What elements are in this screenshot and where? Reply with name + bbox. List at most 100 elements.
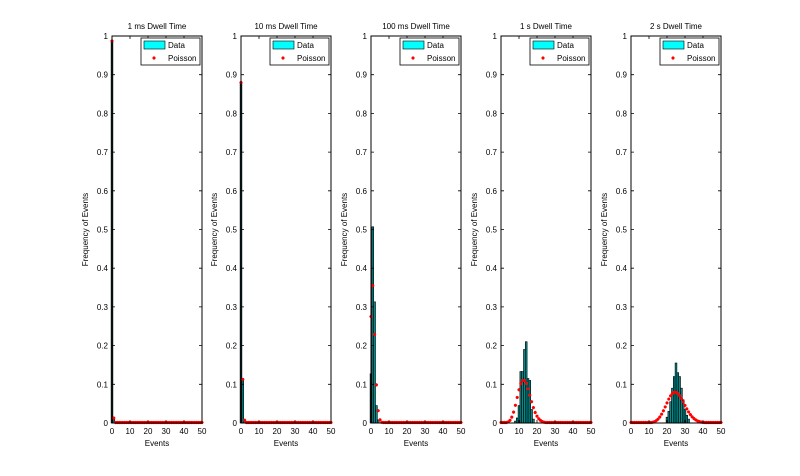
y-tick-label: 0.4 bbox=[356, 264, 368, 273]
y-tick-label: 0.3 bbox=[616, 303, 628, 312]
poisson-marker bbox=[243, 418, 247, 422]
poisson-marker bbox=[517, 388, 521, 392]
y-tick-label: 0.6 bbox=[226, 187, 238, 196]
x-axis-label: Events bbox=[534, 439, 558, 448]
legend-label-data: Data bbox=[297, 41, 314, 50]
x-tick-label: 20 bbox=[403, 427, 412, 436]
plot-area bbox=[241, 36, 331, 423]
poisson-marker bbox=[371, 283, 375, 288]
x-tick-label: 20 bbox=[533, 427, 542, 436]
poisson-marker bbox=[665, 401, 669, 405]
poisson-marker bbox=[522, 378, 526, 383]
data-bar bbox=[241, 378, 244, 424]
poisson-marker bbox=[683, 403, 687, 408]
x-tick-label: 10 bbox=[385, 427, 394, 436]
poisson-marker bbox=[667, 397, 671, 401]
y-tick-label: 0.8 bbox=[356, 109, 368, 118]
poisson-marker bbox=[539, 418, 543, 423]
poisson-marker bbox=[521, 378, 525, 383]
poisson-marker bbox=[663, 405, 667, 409]
y-tick-label: 1 bbox=[104, 32, 109, 41]
y-tick-label: 0.1 bbox=[486, 380, 498, 389]
poisson-marker bbox=[373, 332, 377, 336]
poisson-marker bbox=[524, 381, 528, 386]
y-tick-label: 0.4 bbox=[226, 264, 238, 273]
y-tick-label: 0.6 bbox=[97, 187, 109, 196]
poisson-marker bbox=[537, 417, 541, 421]
legend-box bbox=[399, 37, 460, 66]
poisson-marker bbox=[530, 400, 534, 404]
poisson-marker bbox=[528, 393, 532, 397]
poisson-marker bbox=[519, 382, 523, 386]
y-tick-label: 0.5 bbox=[616, 226, 628, 235]
poisson-marker bbox=[670, 391, 674, 396]
poisson-marker bbox=[681, 400, 685, 404]
poisson-marker bbox=[533, 410, 537, 415]
x-tick-label: 0 bbox=[369, 427, 374, 436]
poisson-marker bbox=[694, 418, 698, 422]
legend-label-poisson: Poisson bbox=[687, 54, 715, 63]
poisson-marker bbox=[685, 407, 689, 411]
legend-label-poisson: Poisson bbox=[168, 54, 196, 63]
subplot-2: 00.10.20.30.40.50.60.70.80.910 10 20 30 40 50… bbox=[210, 22, 336, 448]
x-tick-label: 30 bbox=[291, 427, 300, 436]
subplot-5: 00.10.20.30.40.50.60.70.80.910 10 20 30 40 50… bbox=[600, 22, 726, 448]
legend-label-poisson: Poisson bbox=[427, 54, 455, 63]
y-tick-label: 0.7 bbox=[616, 148, 628, 157]
poisson-marker bbox=[679, 396, 683, 401]
poisson-marker bbox=[658, 415, 662, 419]
y-tick-label: 0.1 bbox=[616, 380, 628, 389]
x-axis-label: Events bbox=[664, 439, 688, 448]
legend: Data Poisson bbox=[529, 37, 590, 66]
subplot-1: 00.10.20.30.40.50.60.70.80.910 10 20 30 40 50… bbox=[81, 22, 207, 448]
poisson-marker bbox=[508, 418, 512, 422]
x-tick-label: 40 bbox=[309, 427, 318, 436]
poisson-marker bbox=[374, 383, 378, 387]
poisson-marker bbox=[535, 414, 539, 418]
poisson-marker bbox=[376, 409, 380, 413]
y-axis-label: Frequency of Events bbox=[210, 193, 219, 266]
y-tick-label: 0.6 bbox=[616, 187, 628, 196]
y-tick-label: 0.1 bbox=[97, 380, 109, 389]
plot-area bbox=[112, 36, 202, 423]
x-tick-label: 50 bbox=[327, 427, 336, 436]
y-tick-label: 0.9 bbox=[226, 71, 238, 80]
legend-data-swatch bbox=[402, 40, 425, 50]
x-tick-label: 40 bbox=[439, 427, 448, 436]
y-tick-label: 0.2 bbox=[226, 342, 238, 351]
subplot-title: 1 s Dwell Time bbox=[520, 22, 573, 31]
x-tick-label: 50 bbox=[457, 427, 466, 436]
y-tick-label: 0.4 bbox=[97, 264, 109, 273]
x-tick-label: 30 bbox=[681, 427, 690, 436]
poisson-marker bbox=[678, 394, 682, 398]
x-tick-label: 10 bbox=[515, 427, 524, 436]
legend-data-swatch bbox=[143, 40, 166, 50]
legend-poisson-marker bbox=[411, 56, 415, 60]
x-tick-label: 0 bbox=[629, 427, 634, 436]
poisson-marker bbox=[512, 410, 516, 414]
legend-label-data: Data bbox=[427, 41, 444, 50]
x-tick-label: 40 bbox=[569, 427, 578, 436]
x-tick-label: 50 bbox=[717, 427, 726, 436]
y-tick-label: 0.7 bbox=[226, 148, 238, 157]
x-tick-label: 10 bbox=[126, 427, 135, 436]
legend-label-poisson: Poisson bbox=[557, 54, 585, 63]
poisson-marker bbox=[378, 418, 382, 422]
x-tick-label: 40 bbox=[699, 427, 708, 436]
poisson-marker bbox=[696, 419, 700, 423]
y-tick-label: 1 bbox=[493, 32, 498, 41]
y-axis-label: Frequency of Events bbox=[470, 193, 479, 266]
subplot-3: 00.10.20.30.40.50.60.70.80.910 10 20 30 40 50… bbox=[340, 22, 466, 448]
y-tick-label: 0.3 bbox=[486, 303, 498, 312]
y-tick-label: 0.8 bbox=[616, 109, 628, 118]
y-tick-label: 0.7 bbox=[486, 148, 498, 157]
y-tick-label: 0 bbox=[104, 419, 109, 428]
poisson-marker bbox=[526, 387, 530, 391]
y-tick-label: 0.2 bbox=[97, 342, 109, 351]
poisson-marker bbox=[506, 420, 510, 424]
y-tick-label: 0 bbox=[363, 419, 368, 428]
y-tick-label: 0.9 bbox=[97, 71, 109, 80]
x-tick-label: 50 bbox=[587, 427, 596, 436]
y-tick-label: 0.1 bbox=[356, 380, 368, 389]
